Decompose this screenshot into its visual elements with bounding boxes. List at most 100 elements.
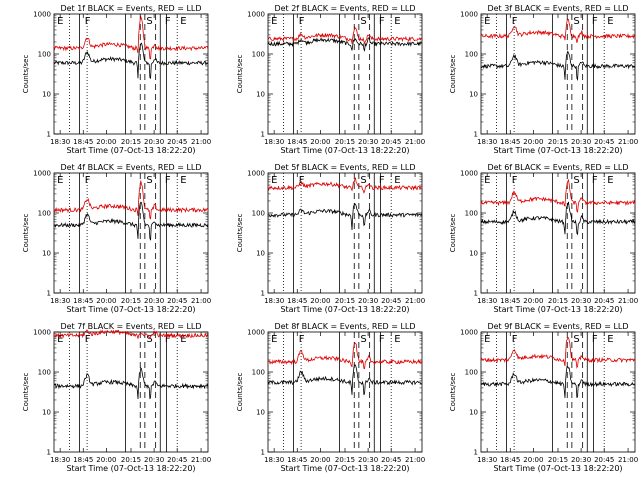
x-tick-label: 20:30 [144,297,164,305]
segment-label: F [165,175,171,186]
segment-label: E [394,16,400,27]
segment-label: E [484,175,490,186]
y-tick-label: 100 [252,369,265,377]
plot-frame [267,331,423,453]
segment-label: S [146,175,152,186]
y-tick-label: 10 [256,250,265,258]
x-axis-label: Start Time (07-Oct-13 18:22:20) [493,464,622,473]
y-axis-label: Counts/sec [22,373,30,412]
y-tick-label: 1 [47,449,51,457]
chart-panel-3: Det 3f BLACK = Events, RED = LLD Counts/s… [449,4,638,155]
y-tick-label: 1000 [460,170,478,178]
x-tick-label: 20:45 [594,456,614,464]
events-series-line [54,367,209,400]
x-tick-label: 18:30 [477,297,497,305]
x-tick-label: 20:15 [335,297,355,305]
x-tick-label: 20:15 [121,138,141,146]
lld-series-line [53,15,209,60]
y-tick-label: 1 [261,449,265,457]
x-tick-label: 18:30 [50,297,70,305]
events-series-line [53,42,209,79]
lld-series-line [480,337,636,369]
chart-title: Det 1f BLACK = Events, RED = LLD [60,4,201,13]
x-tick-label: 20:00 [96,456,116,464]
x-tick-label: 20:45 [381,297,401,305]
segment-label: E [607,16,613,27]
y-tick-label: 100 [38,210,51,218]
y-tick-label: 100 [465,369,478,377]
chart-title: Det 3f BLACK = Events, RED = LLD [487,4,628,13]
y-axis-label: Counts/sec [236,214,244,253]
x-tick-label: 20:15 [121,456,141,464]
chart-panel-5: Det 5f BLACK = Events, RED = LLD Counts/s… [236,163,425,314]
events-series-line [267,364,423,396]
segment-label: F [299,175,305,186]
x-tick-label: 20:30 [571,297,591,305]
segment-label: F [379,16,385,27]
y-tick-label: 1 [474,290,478,298]
segment-label: S [146,16,152,27]
chart-panel-2: Det 2f BLACK = Events, RED = LLD Counts/s… [236,4,425,155]
lld-series-line [480,178,636,213]
x-tick-label: 20:45 [594,138,614,146]
y-tick-label: 1000 [33,11,51,19]
x-tick-label: 20:30 [571,456,591,464]
x-tick-label: 20:45 [594,297,614,305]
segment-label: E [394,334,400,345]
segment-label: E [271,334,277,345]
x-tick-label: 21:00 [618,297,638,305]
y-tick-label: 100 [38,369,51,377]
segment-label: E [57,175,63,186]
x-tick-label: 20:00 [310,138,330,146]
y-tick-label: 1000 [33,329,51,337]
x-tick-label: 18:30 [264,456,284,464]
segment-label: S [360,16,366,27]
y-tick-label: 10 [42,409,51,417]
x-axis-label: Start Time (07-Oct-13 18:22:20) [66,146,195,155]
x-tick-label: 20:30 [144,456,164,464]
events-series-line [480,365,636,399]
segment-label: E [180,334,186,345]
x-tick-label: 20:00 [523,297,543,305]
y-axis-label: Counts/sec [449,55,457,94]
y-axis-label: Counts/sec [22,214,30,253]
x-tick-label: 21:00 [405,297,425,305]
x-tick-label: 20:15 [548,297,568,305]
y-tick-label: 100 [465,51,478,59]
plot-frame [53,172,209,294]
x-tick-label: 20:15 [548,456,568,464]
x-tick-label: 18:45 [73,297,93,305]
y-axis-label: Counts/sec [22,55,30,94]
segment-label: F [592,16,598,27]
x-tick-label: 20:30 [358,297,378,305]
x-tick-label: 20:45 [167,138,187,146]
segment-label: E [180,16,186,27]
x-tick-label: 18:45 [287,456,307,464]
y-tick-label: 1000 [33,170,51,178]
events-series-line [268,203,423,231]
segment-label: S [360,334,366,345]
x-axis-label: Start Time (07-Oct-13 18:22:20) [493,305,622,314]
y-tick-label: 1000 [247,329,265,337]
plot-frame [53,331,209,453]
x-tick-label: 21:00 [191,138,211,146]
x-tick-label: 20:30 [358,456,378,464]
y-tick-label: 100 [252,210,265,218]
segment-label: E [57,16,63,27]
x-axis-label: Start Time (07-Oct-13 18:22:20) [280,146,409,155]
segment-label: F [592,334,598,345]
x-tick-label: 20:15 [335,456,355,464]
lld-series-line [267,341,423,370]
chart-title: Det 9f BLACK = Events, RED = LLD [487,322,628,331]
x-tick-label: 18:45 [73,138,93,146]
x-tick-label: 21:00 [405,456,425,464]
y-tick-label: 10 [42,91,51,99]
y-tick-label: 1 [261,290,265,298]
x-tick-label: 20:00 [523,138,543,146]
plot-frame [480,331,636,453]
segment-label: F [165,16,171,27]
x-tick-label: 18:30 [477,456,497,464]
chart-title: Det 6f BLACK = Events, RED = LLD [487,163,628,172]
x-tick-label: 21:00 [618,456,638,464]
